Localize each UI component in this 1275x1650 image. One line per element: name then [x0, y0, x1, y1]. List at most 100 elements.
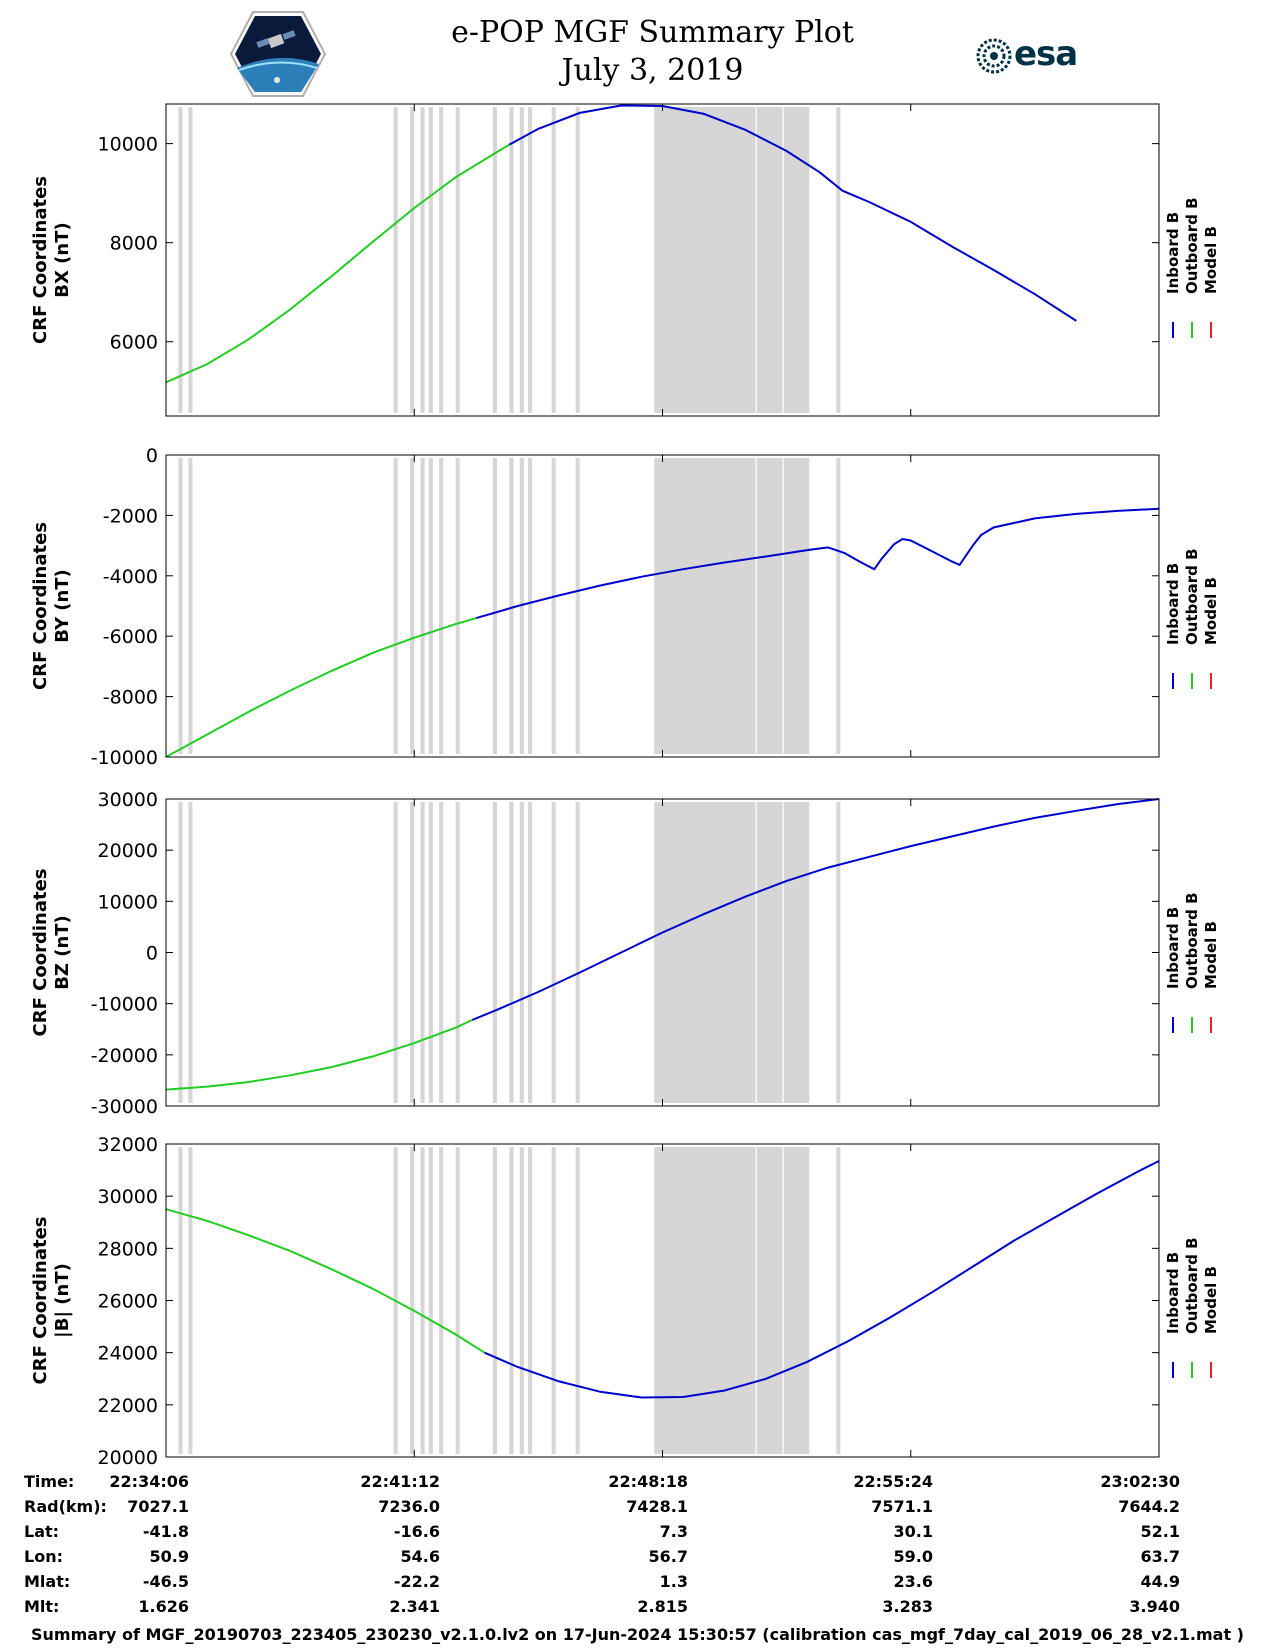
y-axis-label-line2: BX (nT)	[52, 222, 73, 297]
data-gap-band	[188, 107, 193, 413]
series-line-inboard-b	[476, 507, 1160, 620]
data-gap-band	[509, 458, 514, 754]
series-line-inboard-b	[484, 1160, 1160, 1399]
orbit-row-value: 52.1	[1141, 1522, 1180, 1541]
data-gap-band	[439, 458, 444, 754]
y-tick-label: 20000	[98, 1447, 158, 1469]
orbit-row-label: Lat:	[24, 1522, 59, 1541]
y-tick-label: -20000	[91, 1045, 158, 1067]
y-axis-label-line2: BZ (nT)	[52, 915, 73, 990]
data-gap-band	[410, 802, 415, 1103]
orbit-row-value: 22:34:06	[109, 1472, 189, 1491]
data-gap-band	[428, 107, 433, 413]
data-gap-band	[509, 802, 514, 1103]
esa-wordmark: esa	[1014, 34, 1078, 74]
legend-label: Outboard B	[1183, 548, 1201, 645]
data-gap-band	[420, 107, 425, 413]
orbit-row-label: Rad(km):	[24, 1497, 107, 1516]
orbit-row-label: Lon:	[24, 1547, 63, 1566]
data-gap-band	[783, 1147, 810, 1454]
legend-label: Model B	[1202, 577, 1220, 645]
orbit-row-value: -16.6	[394, 1522, 440, 1541]
orbit-row-value: 59.0	[894, 1547, 933, 1566]
y-tick-label: 0	[146, 943, 158, 965]
data-gap-band	[575, 107, 580, 413]
data-gap-band	[188, 1147, 193, 1454]
data-gap-band	[551, 802, 556, 1103]
data-gap-band	[551, 458, 556, 754]
data-gap-band	[410, 107, 415, 413]
y-tick-label: -10000	[91, 747, 158, 769]
y-tick-label: 8000	[110, 233, 158, 255]
data-gap-band	[420, 1147, 425, 1454]
y-tick-label: 6000	[110, 332, 158, 354]
data-gap-band	[188, 802, 193, 1103]
legend-label: Inboard B	[1164, 563, 1182, 645]
orbit-row-value: 7.3	[660, 1522, 688, 1541]
y-tick-label: 26000	[98, 1291, 158, 1313]
series-line-inboard-b	[508, 104, 1077, 322]
legend-label: Model B	[1202, 921, 1220, 989]
orbit-row-value: 54.6	[401, 1547, 440, 1566]
orbit-row-value: 3.940	[1129, 1597, 1180, 1616]
data-gap-band	[428, 458, 433, 754]
y-tick-label: -8000	[103, 687, 158, 709]
data-gap-band	[188, 458, 193, 754]
orbit-row-value: 50.9	[150, 1547, 189, 1566]
data-gap-band	[519, 458, 524, 754]
data-gap-band	[439, 1147, 444, 1454]
data-gap-band	[492, 458, 497, 754]
data-gap-band	[178, 802, 183, 1103]
y-tick-label: -10000	[91, 994, 158, 1016]
data-gap-band	[575, 1147, 580, 1454]
y-tick-label: -2000	[103, 505, 158, 527]
orbit-row-value: 22:48:18	[608, 1472, 688, 1491]
data-gap-band	[519, 802, 524, 1103]
orbit-row-value: 7571.1	[871, 1497, 933, 1516]
legend-label: Inboard B	[1164, 1252, 1182, 1334]
y-tick-label: 32000	[98, 1134, 158, 1156]
data-gap-band	[393, 458, 398, 754]
data-gap-band	[439, 107, 444, 413]
data-gap-band	[756, 1147, 783, 1454]
orbit-row-value: 2.341	[389, 1597, 440, 1616]
y-tick-label: 10000	[98, 134, 158, 156]
y-axis-label-line1: CRF Coordinates	[30, 176, 51, 344]
legend-label: Model B	[1202, 1266, 1220, 1334]
y-axis-label-line2: |B| (nT)	[52, 1263, 73, 1338]
orbit-row-value: 7428.1	[626, 1497, 688, 1516]
data-gap-band	[783, 458, 810, 754]
orbit-row-value: 7644.2	[1118, 1497, 1180, 1516]
data-gap-band	[178, 107, 183, 413]
data-gap-band	[551, 107, 556, 413]
legend-label: Outboard B	[1183, 1237, 1201, 1334]
esa-logo	[976, 38, 1012, 74]
data-gap-band	[654, 107, 756, 413]
orbit-row-label: Mlat:	[24, 1572, 70, 1591]
data-gap-band	[178, 1147, 183, 1454]
data-gap-band	[492, 107, 497, 413]
orbit-row-value: 2.815	[637, 1597, 688, 1616]
data-gap-band	[783, 107, 810, 413]
series-line-inboard-b	[471, 798, 1160, 1021]
data-gap-band	[393, 107, 398, 413]
data-gap-band	[836, 802, 841, 1103]
y-tick-label: 30000	[98, 789, 158, 811]
series-line-outboard-b	[165, 1019, 473, 1091]
orbit-row-label: Mlt:	[24, 1597, 59, 1616]
legend-label: Inboard B	[1164, 212, 1182, 294]
y-tick-label: -4000	[103, 566, 158, 588]
data-gap-band	[836, 1147, 841, 1454]
y-tick-label: 20000	[98, 840, 158, 862]
data-gap-band	[420, 458, 425, 754]
data-gap-band	[551, 1147, 556, 1454]
data-gap-band	[492, 802, 497, 1103]
orbit-row-value: 56.7	[649, 1547, 688, 1566]
data-gap-band	[756, 107, 783, 413]
data-gap-band	[393, 802, 398, 1103]
plot-title: e-POP MGF Summary Plot	[451, 15, 854, 50]
data-gap-band	[654, 458, 756, 754]
orbit-row-value: 22:41:12	[360, 1472, 440, 1491]
orbit-row-value: 23:02:30	[1100, 1472, 1180, 1491]
